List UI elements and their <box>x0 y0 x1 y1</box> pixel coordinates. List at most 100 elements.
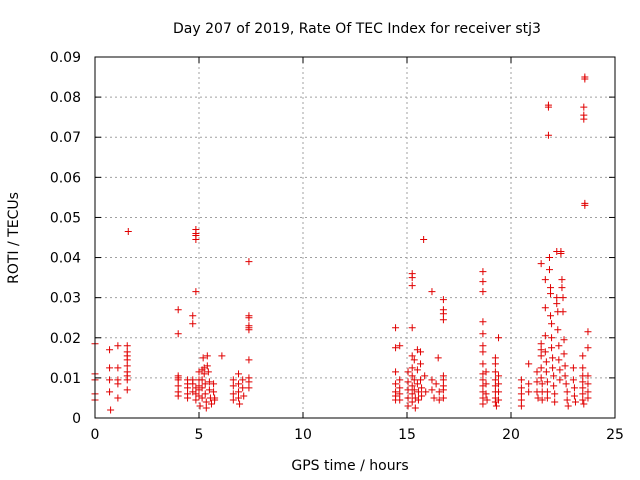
data-point <box>414 396 422 404</box>
data-point <box>479 268 487 276</box>
data-point <box>229 396 237 404</box>
y-tick-label: 0.08 <box>50 90 81 106</box>
data-point <box>584 380 592 388</box>
data-point <box>196 402 204 410</box>
data-point <box>549 354 557 362</box>
data-point <box>538 380 546 388</box>
data-point <box>413 380 421 388</box>
data-point <box>545 254 553 262</box>
data-point <box>557 250 565 258</box>
data-point <box>439 296 447 304</box>
data-point <box>114 380 122 388</box>
data-point <box>201 380 209 388</box>
data-point <box>580 115 588 123</box>
data-point <box>210 380 218 388</box>
data-point <box>410 356 418 364</box>
data-point <box>579 378 587 386</box>
data-point <box>483 396 491 404</box>
data-point <box>184 384 192 392</box>
data-point <box>548 344 556 352</box>
x-axis-label: GPS time / hours <box>291 458 408 474</box>
data-point <box>541 276 549 284</box>
data-point <box>435 396 443 404</box>
data-point <box>404 378 412 386</box>
data-point <box>408 398 416 406</box>
y-tick-label: 0.04 <box>50 251 81 267</box>
data-point <box>479 400 487 408</box>
data-point <box>174 306 182 314</box>
data-point <box>544 131 552 139</box>
data-point <box>430 394 438 402</box>
data-point <box>245 356 253 364</box>
data-point <box>428 376 436 384</box>
data-point <box>479 348 487 356</box>
data-point <box>537 352 545 360</box>
data-point <box>541 304 549 312</box>
data-point <box>570 392 578 400</box>
data-point <box>198 384 206 392</box>
data-point <box>558 276 566 284</box>
data-point <box>410 376 418 384</box>
data-point <box>551 390 559 398</box>
y-tick-label: 0.06 <box>50 170 81 186</box>
data-point <box>123 342 131 350</box>
data-point <box>492 402 500 410</box>
data-point <box>114 394 122 402</box>
data-point <box>245 384 253 392</box>
data-point <box>396 396 404 404</box>
data-point <box>479 318 487 326</box>
data-point <box>549 364 557 372</box>
data-point <box>174 376 182 384</box>
data-point <box>417 348 425 356</box>
data-point <box>189 380 197 388</box>
data-point <box>408 372 416 380</box>
data-point <box>579 384 587 392</box>
data-point <box>543 394 551 402</box>
data-point <box>235 380 243 388</box>
data-point <box>192 396 200 404</box>
data-point <box>417 360 425 368</box>
data-point <box>482 380 490 388</box>
data-point <box>207 400 215 408</box>
data-point <box>495 334 503 342</box>
data-point <box>537 260 545 268</box>
data-point <box>435 388 443 396</box>
data-point <box>558 284 566 292</box>
data-points <box>91 73 592 414</box>
data-point <box>525 380 533 388</box>
data-point <box>479 342 487 350</box>
data-point <box>553 294 561 302</box>
data-point <box>556 366 564 374</box>
data-point <box>239 376 247 384</box>
y-tick-label: 0.03 <box>50 291 81 307</box>
data-point <box>479 288 487 296</box>
data-point <box>408 390 416 398</box>
data-point <box>560 336 568 344</box>
data-point <box>184 394 192 402</box>
data-point <box>537 346 545 354</box>
data-point <box>547 290 555 298</box>
data-point <box>439 386 447 394</box>
data-point <box>584 394 592 402</box>
data-point <box>542 368 550 376</box>
data-point <box>210 388 218 396</box>
data-point <box>491 360 499 368</box>
data-point <box>107 406 115 414</box>
data-point <box>235 388 243 396</box>
data-point <box>571 398 579 406</box>
data-point <box>392 324 400 332</box>
data-point <box>559 294 567 302</box>
data-point <box>570 384 578 392</box>
data-point <box>432 380 440 388</box>
data-point <box>517 376 525 384</box>
data-point <box>114 342 122 350</box>
data-point <box>554 326 562 334</box>
data-point <box>547 284 555 292</box>
data-point <box>517 396 525 404</box>
data-point <box>561 372 569 380</box>
data-point <box>417 376 425 384</box>
axis-ticks <box>94 56 616 419</box>
data-point <box>205 386 213 394</box>
data-point <box>517 390 525 398</box>
